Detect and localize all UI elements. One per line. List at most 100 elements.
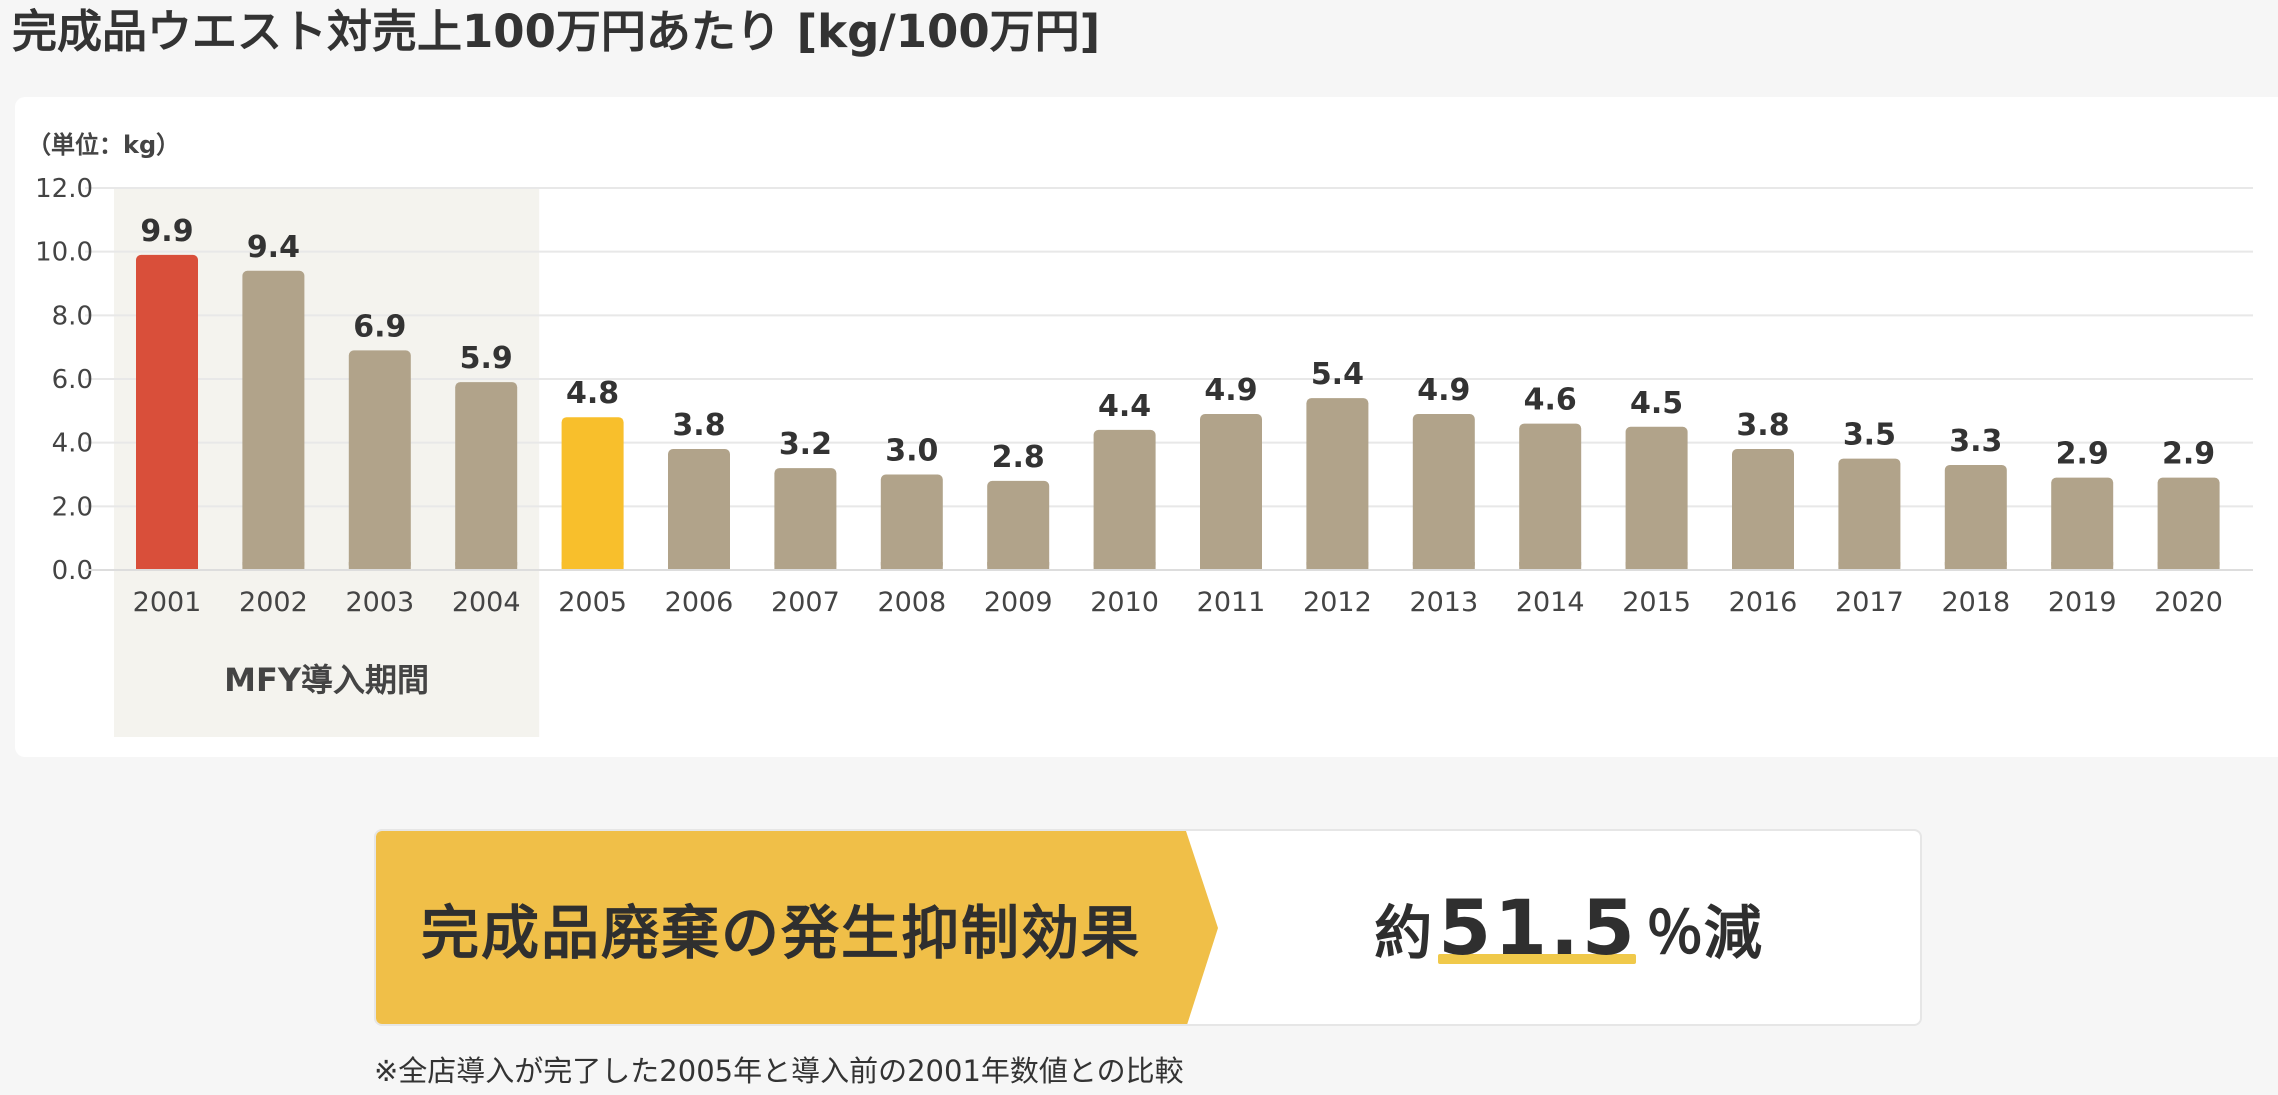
bar-2018 [1944,464,2007,570]
x-tick-label: 2002 [239,587,308,618]
unit-label: （単位：kg） [27,131,180,159]
effect-label-arrow [376,831,1218,1024]
data-label: 4.8 [566,376,619,411]
bar-base-2008 [880,562,943,570]
bar-base-2010 [1093,562,1156,570]
x-tick-label: 2018 [1941,587,2010,618]
bar-2005 [561,417,624,570]
x-tick-label: 2010 [1090,587,1159,618]
x-tick-label: 2001 [133,587,202,618]
y-tick-label: 6.0 [52,365,93,395]
bar-2002 [242,270,305,570]
bar-base-2011 [1200,562,1262,570]
data-label: 4.9 [1204,373,1257,408]
shaded-region-label: MFY導入期間 [224,661,429,699]
x-tick-label: 2011 [1197,587,1266,618]
result-value: 51.5 [1438,883,1638,972]
result-value-wrap: 51.5 [1438,883,1638,972]
bar-2016 [1732,449,1794,570]
x-tick-label: 2016 [1729,587,1798,618]
y-tick-label: 10.0 [35,238,93,268]
chart-card: 0.0 2.0 4.0 6.0 8.0 10.0 12.0 （単位：kg） 9.9 2001 9.4… [15,97,2278,757]
bar-base-2015 [1625,562,1688,570]
x-tick-label: 2020 [2154,587,2223,618]
bar-base-2019 [2051,562,2114,570]
bar-2012 [1306,398,1369,570]
x-tick-label: 2004 [452,587,521,618]
bar-2006 [668,449,730,570]
bar-base-2001 [136,562,198,570]
bar-base-2016 [1732,562,1794,570]
x-tick-label: 2015 [1622,587,1691,618]
effect-summary-box: 完成品廃棄の発生抑制効果 約 51.5 ％減 [374,829,1922,1026]
x-tick-label: 2008 [877,587,946,618]
y-tick-label: 8.0 [52,301,93,331]
data-label: 4.6 [1524,383,1577,418]
bar-base-2003 [348,562,411,570]
bar-2013 [1412,414,1475,570]
data-label: 9.4 [247,230,300,265]
data-label: 6.9 [353,309,406,344]
footnote: ※全店導入が完了した2005年と導入前の2001年数値との比較 [374,1054,1184,1088]
x-tick-label: 2014 [1516,587,1585,618]
bar-base-2005 [561,562,624,570]
result-prefix: 約 [1374,898,1433,967]
bar-base-2014 [1519,562,1582,570]
bar-base-2009 [987,562,1050,570]
x-tick-label: 2012 [1303,587,1372,618]
data-label: 4.9 [1417,373,1470,408]
data-label: 3.0 [885,434,938,469]
effect-label-background [376,831,1218,1024]
data-label: 2.8 [992,440,1045,475]
data-label: 4.4 [1098,389,1151,424]
data-label: 9.9 [140,214,193,249]
data-label: 3.8 [1736,408,1789,443]
result-underline [1438,954,1636,964]
bar-2017 [1838,458,1901,570]
bar-2003 [348,350,411,570]
x-tick-label: 2019 [2048,587,2117,618]
bar-2001 [136,254,198,570]
data-label: 3.3 [1949,424,2002,459]
x-tick-label: 2006 [665,587,734,618]
result-suffix: ％減 [1645,898,1762,967]
bar-2004 [455,382,518,570]
bar-base-2002 [242,562,305,570]
bar-2019 [2051,477,2114,570]
bar-2008 [880,474,943,570]
data-label: 5.4 [1311,357,1364,392]
effect-label: 完成品廃棄の発生抑制効果 [420,898,1141,967]
effect-result: 約 51.5 ％減 [1216,831,1920,1024]
data-label: 3.2 [779,427,832,462]
data-label: 3.5 [1843,418,1896,453]
bar-base-2006 [668,562,730,570]
bar-2020 [2157,477,2220,570]
data-label: 2.9 [2056,437,2109,472]
x-tick-label: 2017 [1835,587,1904,618]
bar-base-2007 [774,562,837,570]
bar-chart: 0.02.04.06.08.010.012.0（単位：kg）9.920019.4… [27,131,2253,737]
x-tick-label: 2003 [345,587,414,618]
y-tick-label: 2.0 [52,492,93,522]
x-tick-label: 2009 [984,587,1053,618]
bar-2010 [1093,429,1156,570]
bar-2011 [1200,414,1262,570]
bar-2014 [1519,423,1582,570]
bar-base-2017 [1838,562,1901,570]
bar-2015 [1625,426,1688,570]
bar-base-2020 [2157,562,2220,570]
bar-base-2013 [1412,562,1475,570]
y-tick-label: 12.0 [35,174,93,204]
x-tick-label: 2013 [1409,587,1478,618]
bar-2009 [987,480,1050,570]
data-label: 3.8 [672,408,725,443]
page-title: 完成品ウエスト対売上100万円あたり [kg/100万円] [12,5,1101,58]
data-label: 5.9 [460,341,513,376]
x-tick-label: 2005 [558,587,627,618]
bar-base-2004 [455,562,518,570]
data-label: 2.9 [2162,437,2215,472]
y-tick-label: 4.0 [52,429,93,459]
bar-2007 [774,468,837,570]
bar-base-2018 [1944,562,2007,570]
data-label: 4.5 [1630,386,1683,421]
